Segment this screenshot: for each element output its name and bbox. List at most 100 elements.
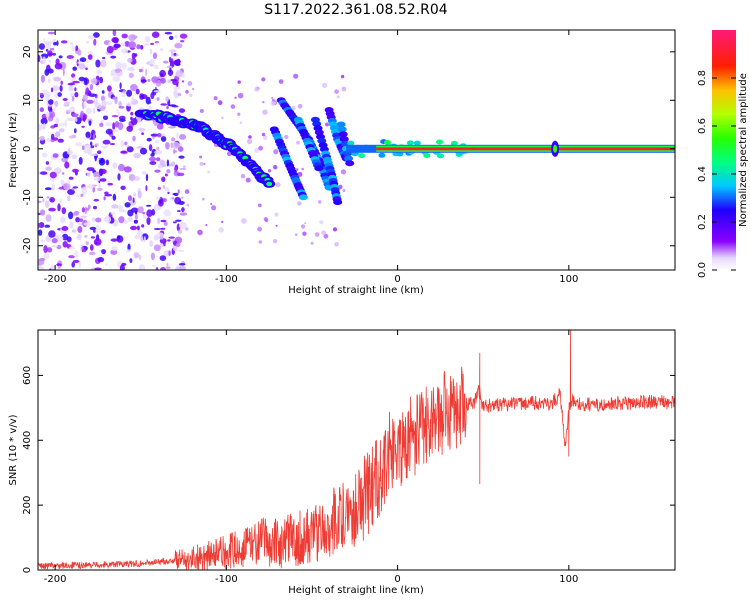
spectrogram-faint-dot — [261, 77, 266, 82]
spectrogram-faint-dot — [257, 226, 262, 232]
spectrogram-noise-blob — [150, 133, 159, 137]
spectrogram-streak-blob — [314, 165, 324, 172]
colorbar-tick-label: 0.6 — [697, 118, 708, 134]
spectrogram-faint-dot — [258, 145, 263, 151]
spectrogram-noise-blob — [68, 176, 74, 180]
spectrogram-faint-dot — [294, 233, 298, 236]
spectrogram-faint-dot — [319, 220, 324, 225]
spectrogram-noise-blob — [38, 136, 46, 141]
spectrogram-noise-blob — [49, 171, 57, 179]
spectrogram-noise-blob — [93, 38, 97, 46]
spectrogram-noise-blob — [90, 153, 98, 157]
spectrogram-noise-blob — [83, 102, 87, 110]
spectrogram-noise-blob — [64, 161, 70, 169]
spectrogram-noise-blob — [72, 259, 80, 263]
spectrogram-noise-blob — [67, 82, 76, 86]
spectrogram-noise-blob — [72, 168, 79, 173]
spectrogram-noise-blob — [133, 192, 137, 197]
spectrogram-noise-blob — [78, 261, 82, 269]
spectrogram-noise-blob — [110, 55, 117, 59]
spectrogram-noise-blob — [81, 145, 85, 150]
spectrogram-noise-blob — [46, 247, 53, 253]
spectrogram-noise-blob — [49, 47, 55, 51]
spectrogram-noise-blob — [156, 123, 164, 130]
spectrogram-faint-dot — [323, 233, 329, 239]
spectrogram-noise-blob — [58, 186, 65, 190]
spectrogram-faint-dot — [317, 200, 322, 204]
spectrogram-noise-blob — [53, 123, 58, 128]
spectrogram-faint-dot — [162, 198, 167, 203]
spectrogram-noise-blob — [38, 123, 44, 131]
spectrogram-faint-dot — [297, 171, 303, 177]
spectrogram-noise-blob — [133, 152, 142, 159]
spectrogram-noise-blob — [113, 43, 121, 48]
spectrogram-faint-dot — [245, 177, 251, 183]
spectrogram-noise-blob — [137, 190, 142, 199]
spectrogram-noise-blob — [176, 132, 179, 140]
spectrogram-noise-blob — [51, 238, 58, 244]
spectrogram-noise-blob — [175, 34, 178, 39]
spectrogram-noise-blob — [85, 207, 90, 211]
spectrogram-noise-blob — [104, 215, 112, 223]
spectrogram-noise-blob — [95, 225, 99, 228]
spectrogram-noise-blob — [47, 77, 51, 84]
spectrogram-noise-blob — [86, 99, 94, 104]
snr-x-tick-label: 0 — [394, 574, 400, 585]
spectrogram-noise-blob — [38, 43, 46, 50]
spectrogram-faint-dot — [207, 170, 210, 174]
spectrogram-noise-blob — [116, 108, 119, 114]
spectrogram-noise-blob — [47, 68, 54, 74]
spectrogram-noise-blob — [62, 68, 65, 77]
spectrogram-faint-dot — [296, 168, 299, 171]
spectrogram-noise-blob — [174, 196, 182, 205]
spectrogram-spike-core — [553, 144, 558, 153]
spectrogram-noise-blob — [155, 266, 159, 270]
spectrogram-noise-blob — [102, 115, 109, 121]
spectrogram-frame — [37, 29, 676, 271]
spectrogram-faint-dot — [262, 109, 268, 115]
spectrogram-noise-blob — [168, 236, 175, 239]
spectrogram-noise-blob — [101, 249, 107, 255]
spectrogram-noise-blob — [100, 119, 104, 124]
spectrogram-noise-blob — [159, 255, 167, 261]
spectrogram-faint-dot — [218, 227, 224, 233]
spectrogram-faint-dot — [185, 227, 189, 231]
spectrogram-noise-blob — [148, 144, 153, 152]
spectrogram-faint-dot — [199, 155, 203, 159]
spectrogram-noise-blob — [78, 76, 86, 82]
spectrogram-marks — [38, 30, 675, 270]
spectrogram-noise-blob — [59, 122, 65, 127]
spectrogram-noise-blob — [48, 207, 56, 212]
spectrogram-noise-blob — [109, 143, 116, 145]
spectrogram-noise-blob — [41, 152, 48, 158]
spectrogram-faint-dot — [217, 100, 223, 106]
spectrogram-noise-blob — [96, 69, 103, 75]
spectrogram-noise-blob — [101, 99, 107, 108]
colorbar-gradient — [712, 30, 736, 270]
spectrogram-noise-blob — [154, 150, 163, 155]
spectrogram-noise-blob — [161, 163, 167, 168]
spectrogram-faint-dot — [211, 205, 217, 211]
spectrogram-noise-blob — [154, 140, 160, 143]
spectrogram-faint-dot — [177, 92, 182, 97]
spectrogram-carrier-blob — [384, 140, 391, 145]
spectrogram-noise-blob — [145, 173, 149, 182]
spectrogram-noise-blob — [47, 92, 51, 97]
spectrogram-noise-blob — [156, 196, 161, 200]
spectrogram-noise-blob — [44, 224, 51, 228]
spectrogram-noise-blob — [88, 93, 97, 97]
spectrogram-noise-blob — [118, 112, 121, 116]
spectrogram-noise-blob — [146, 209, 153, 217]
spectrogram-noise-blob — [153, 64, 159, 70]
spectrogram-noise-blob — [47, 50, 53, 57]
spectrogram-faint-dot — [163, 221, 168, 226]
spectrogram-noise-blob — [145, 204, 152, 207]
spectrogram-noise-blob — [153, 90, 161, 93]
spectrogram-faint-dot — [262, 100, 265, 104]
spectrogram-noise-blob — [139, 147, 148, 155]
spectrogram-noise-blob — [118, 101, 122, 108]
spectrogram-faint-dot — [199, 161, 204, 166]
spectrogram-noise-blob — [153, 244, 161, 252]
